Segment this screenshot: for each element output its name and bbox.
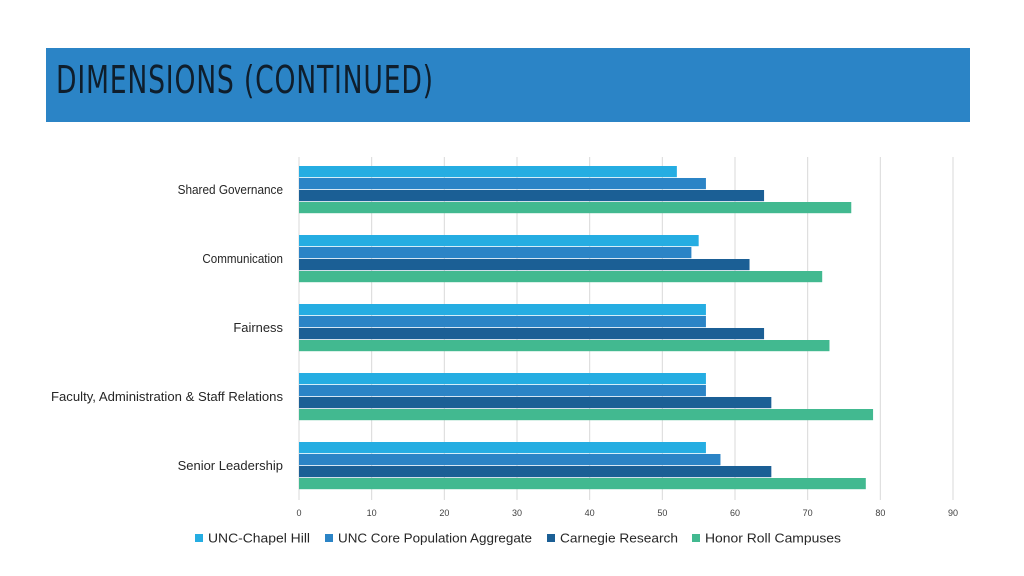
x-tick-label-60: 60 [730, 508, 740, 518]
legend-swatch-0 [195, 534, 203, 542]
legend-swatch-2 [547, 534, 555, 542]
x-tick-label-30: 30 [512, 508, 522, 518]
x-tick-label-50: 50 [657, 508, 667, 518]
bar-1-0 [299, 235, 699, 247]
bar-3-0 [299, 373, 706, 385]
category-label-2: Fairness [233, 320, 283, 335]
legend-label-3: Honor Roll Campuses [705, 531, 842, 546]
x-tick-label-10: 10 [367, 508, 377, 518]
bar-0-2 [299, 190, 765, 202]
bar-1-2 [299, 259, 750, 271]
bar-3-1 [299, 385, 706, 397]
bar-0-3 [299, 202, 852, 214]
legend-swatch-1 [325, 534, 333, 542]
bar-3-3 [299, 409, 874, 421]
legend-label-0: UNC-Chapel Hill [208, 531, 310, 546]
category-label-1: Communication [202, 251, 283, 266]
bar-2-2 [299, 328, 765, 340]
x-tick-label-40: 40 [585, 508, 595, 518]
bar-3-2 [299, 397, 772, 409]
title-banner: DIMENSIONS (CONTINUED) [46, 48, 970, 122]
bar-2-1 [299, 316, 706, 328]
bar-0-0 [299, 166, 677, 178]
bar-4-2 [299, 466, 772, 478]
bar-0-1 [299, 178, 706, 190]
x-tick-label-20: 20 [439, 508, 449, 518]
bar-1-1 [299, 247, 692, 259]
bar-4-3 [299, 478, 866, 490]
x-tick-label-0: 0 [296, 508, 301, 518]
slide-title: DIMENSIONS (CONTINUED) [56, 58, 434, 102]
bar-4-0 [299, 442, 706, 454]
bar-4-1 [299, 454, 721, 466]
category-label-4: Senior Leadership [178, 458, 283, 473]
category-label-0: Shared Governance [178, 182, 283, 197]
legend-label-1: UNC Core Population Aggregate [338, 531, 532, 546]
bar-2-3 [299, 340, 830, 352]
category-label-3: Faculty, Administration & Staff Relation… [51, 389, 284, 404]
legend-label-2: Carnegie Research [560, 531, 678, 546]
x-tick-label-90: 90 [948, 508, 958, 518]
x-tick-label-70: 70 [803, 508, 813, 518]
legend-swatch-3 [692, 534, 700, 542]
bar-2-0 [299, 304, 706, 316]
x-tick-label-80: 80 [875, 508, 885, 518]
bar-1-3 [299, 271, 823, 283]
